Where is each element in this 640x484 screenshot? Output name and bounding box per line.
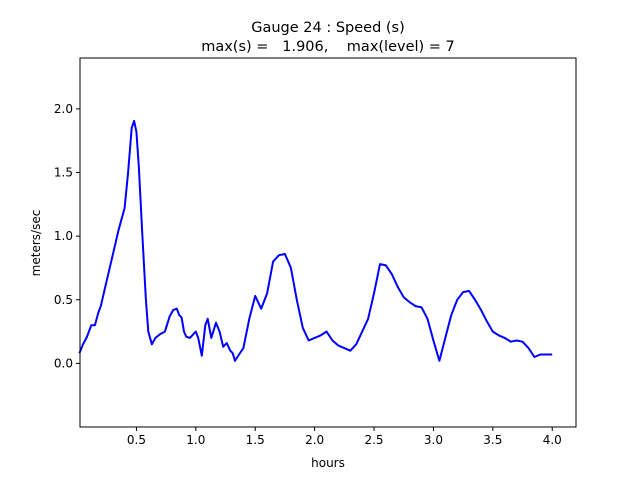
y-tick-label: 0.0 [54,356,73,370]
x-axis-label: hours [311,456,345,470]
x-tick-label: 2.5 [364,433,383,447]
y-axis-label: meters/sec [29,210,43,277]
y-tick-label: 0.5 [54,293,73,307]
chart-title-line2: max(s) = 1.906, max(level) = 7 [201,39,455,55]
x-tick-label: 4.0 [543,433,562,447]
x-tick-label: 1.0 [186,433,205,447]
chart-title-line1: Gauge 24 : Speed (s) [251,20,405,36]
plot-area [78,119,553,362]
x-tick-label: 2.0 [305,433,324,447]
x-tick-label: 3.5 [483,433,502,447]
y-tick-label: 1.5 [54,166,73,180]
x-tick-label: 3.0 [424,433,443,447]
x-tick-label: 0.5 [127,433,146,447]
y-tick-label: 2.0 [54,102,73,116]
series-line-speed [78,119,553,362]
axes-frame [79,57,577,428]
y-tick-label: 1.0 [54,229,73,243]
x-tick-label: 1.5 [246,433,265,447]
